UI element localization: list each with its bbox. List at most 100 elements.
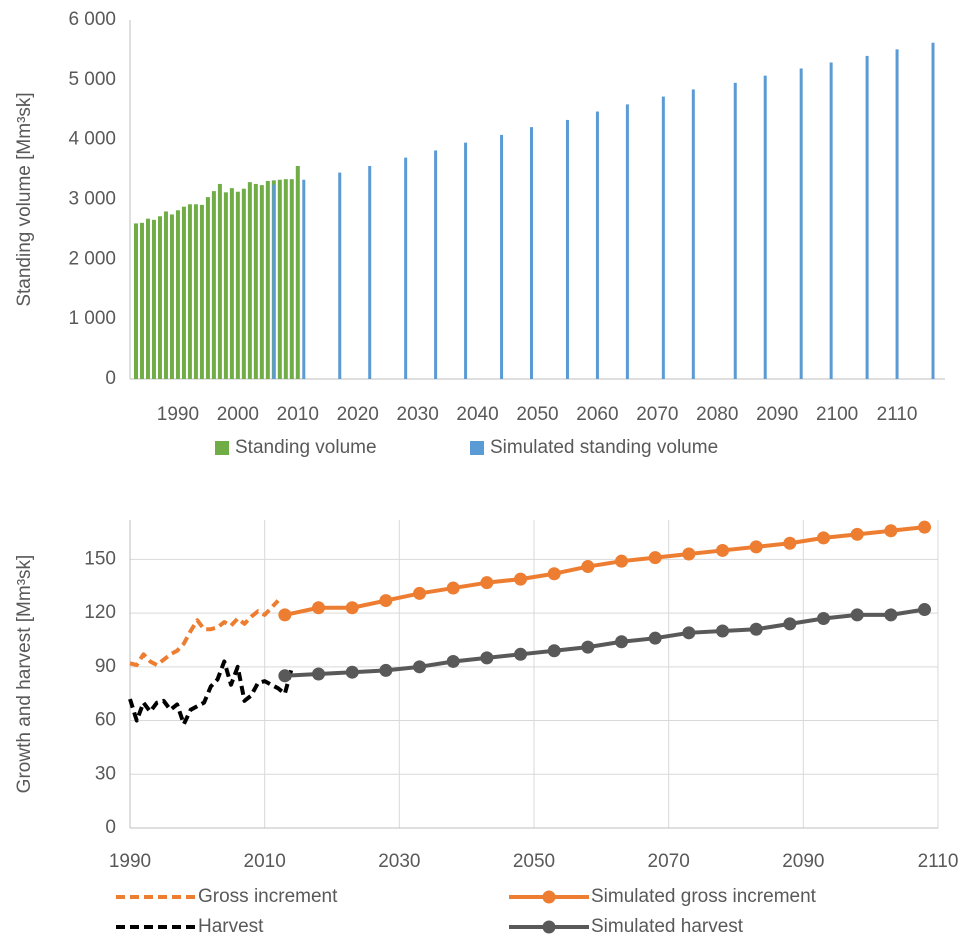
marker bbox=[480, 651, 494, 665]
legend-label: Standing volume bbox=[235, 437, 377, 458]
x-tick-label: 1990 bbox=[109, 851, 151, 872]
bar bbox=[733, 82, 737, 379]
bar bbox=[625, 104, 629, 380]
y-tick-label: 1 000 bbox=[68, 308, 116, 329]
bar bbox=[193, 204, 198, 379]
bar bbox=[223, 192, 228, 379]
x-tick-label: 2000 bbox=[217, 404, 259, 425]
y-axis-label: Growth and harvest [Mm³sk] bbox=[14, 555, 35, 794]
bar bbox=[199, 204, 204, 379]
legend-label: Simulated standing volume bbox=[490, 437, 718, 458]
legend-label: Simulated harvest bbox=[591, 916, 744, 937]
bar bbox=[217, 183, 222, 379]
bar bbox=[175, 210, 180, 379]
x-tick-label: 2040 bbox=[456, 404, 498, 425]
marker bbox=[783, 617, 797, 631]
x-tick-label: 2030 bbox=[397, 404, 439, 425]
legend-label: Gross increment bbox=[198, 886, 338, 907]
marker bbox=[413, 660, 427, 674]
bar bbox=[277, 179, 282, 379]
marker bbox=[918, 520, 932, 534]
legend-marker bbox=[542, 890, 556, 904]
bar bbox=[829, 62, 833, 380]
bar bbox=[187, 204, 192, 379]
bar bbox=[163, 211, 168, 379]
bar bbox=[763, 75, 767, 380]
marker bbox=[817, 611, 831, 625]
x-tick-label: 2110 bbox=[918, 851, 959, 872]
legend-marker bbox=[542, 920, 556, 934]
marker bbox=[615, 554, 629, 568]
marker bbox=[278, 608, 292, 622]
bar bbox=[289, 179, 294, 379]
x-tick-label: 2070 bbox=[636, 404, 678, 425]
line bbox=[129, 599, 280, 668]
y-tick-label: 60 bbox=[95, 710, 116, 731]
marker bbox=[817, 531, 831, 545]
marker bbox=[480, 576, 494, 590]
marker bbox=[312, 601, 326, 615]
marker bbox=[345, 665, 359, 679]
marker bbox=[716, 543, 730, 557]
bar bbox=[211, 191, 216, 379]
bar bbox=[205, 197, 210, 379]
bar bbox=[259, 185, 264, 379]
marker bbox=[850, 527, 864, 541]
marker bbox=[884, 524, 898, 538]
marker bbox=[615, 635, 629, 649]
bar bbox=[595, 111, 599, 380]
y-tick-label: 4 000 bbox=[68, 129, 116, 150]
x-tick-label: 2030 bbox=[378, 851, 420, 872]
x-tick-label: 1990 bbox=[157, 404, 199, 425]
y-axis-label: Standing volume [Mm³sk] bbox=[14, 92, 35, 306]
marker bbox=[749, 540, 763, 554]
bar bbox=[181, 206, 186, 379]
legend-label: Harvest bbox=[198, 916, 264, 937]
x-tick-label: 2100 bbox=[816, 404, 858, 425]
y-tick-label: 150 bbox=[84, 548, 116, 569]
bar bbox=[247, 182, 252, 379]
bar bbox=[464, 142, 468, 379]
y-tick-label: 30 bbox=[95, 763, 116, 784]
x-tick-label: 2060 bbox=[576, 404, 618, 425]
bar bbox=[434, 150, 438, 379]
marker bbox=[547, 567, 561, 581]
x-tick-label: 2010 bbox=[244, 851, 286, 872]
marker bbox=[682, 626, 696, 640]
bar bbox=[241, 188, 246, 379]
legend-label: Simulated gross increment bbox=[591, 886, 817, 907]
bar bbox=[931, 42, 935, 380]
x-tick-label: 2090 bbox=[782, 851, 824, 872]
bar bbox=[265, 180, 270, 379]
bar bbox=[157, 216, 162, 379]
marker bbox=[446, 654, 460, 668]
marker bbox=[278, 669, 292, 683]
bar bbox=[235, 191, 240, 379]
bar bbox=[530, 127, 534, 379]
marker bbox=[783, 536, 797, 550]
marker bbox=[446, 581, 460, 595]
y-tick-label: 5 000 bbox=[68, 69, 116, 90]
bar bbox=[169, 214, 174, 379]
y-tick-label: 0 bbox=[105, 368, 116, 389]
bar bbox=[272, 184, 276, 379]
marker bbox=[581, 560, 595, 574]
legend-swatch bbox=[215, 441, 229, 455]
bar bbox=[368, 165, 372, 379]
y-tick-label: 6 000 bbox=[68, 9, 116, 30]
bar bbox=[895, 49, 899, 380]
bar bbox=[295, 165, 300, 379]
marker bbox=[514, 572, 528, 586]
x-tick-label: 2110 bbox=[877, 404, 918, 425]
subchart: 0 30 60 90 120 150 1990 2010 2030 2050 2070 2090 211… bbox=[14, 520, 958, 937]
bar bbox=[229, 188, 234, 379]
bar bbox=[253, 183, 258, 379]
marker bbox=[648, 631, 662, 645]
marker bbox=[749, 622, 763, 636]
bar bbox=[799, 68, 803, 379]
x-tick-label: 2070 bbox=[648, 851, 690, 872]
marker bbox=[547, 644, 561, 658]
marker bbox=[379, 663, 393, 677]
marker bbox=[312, 667, 326, 681]
